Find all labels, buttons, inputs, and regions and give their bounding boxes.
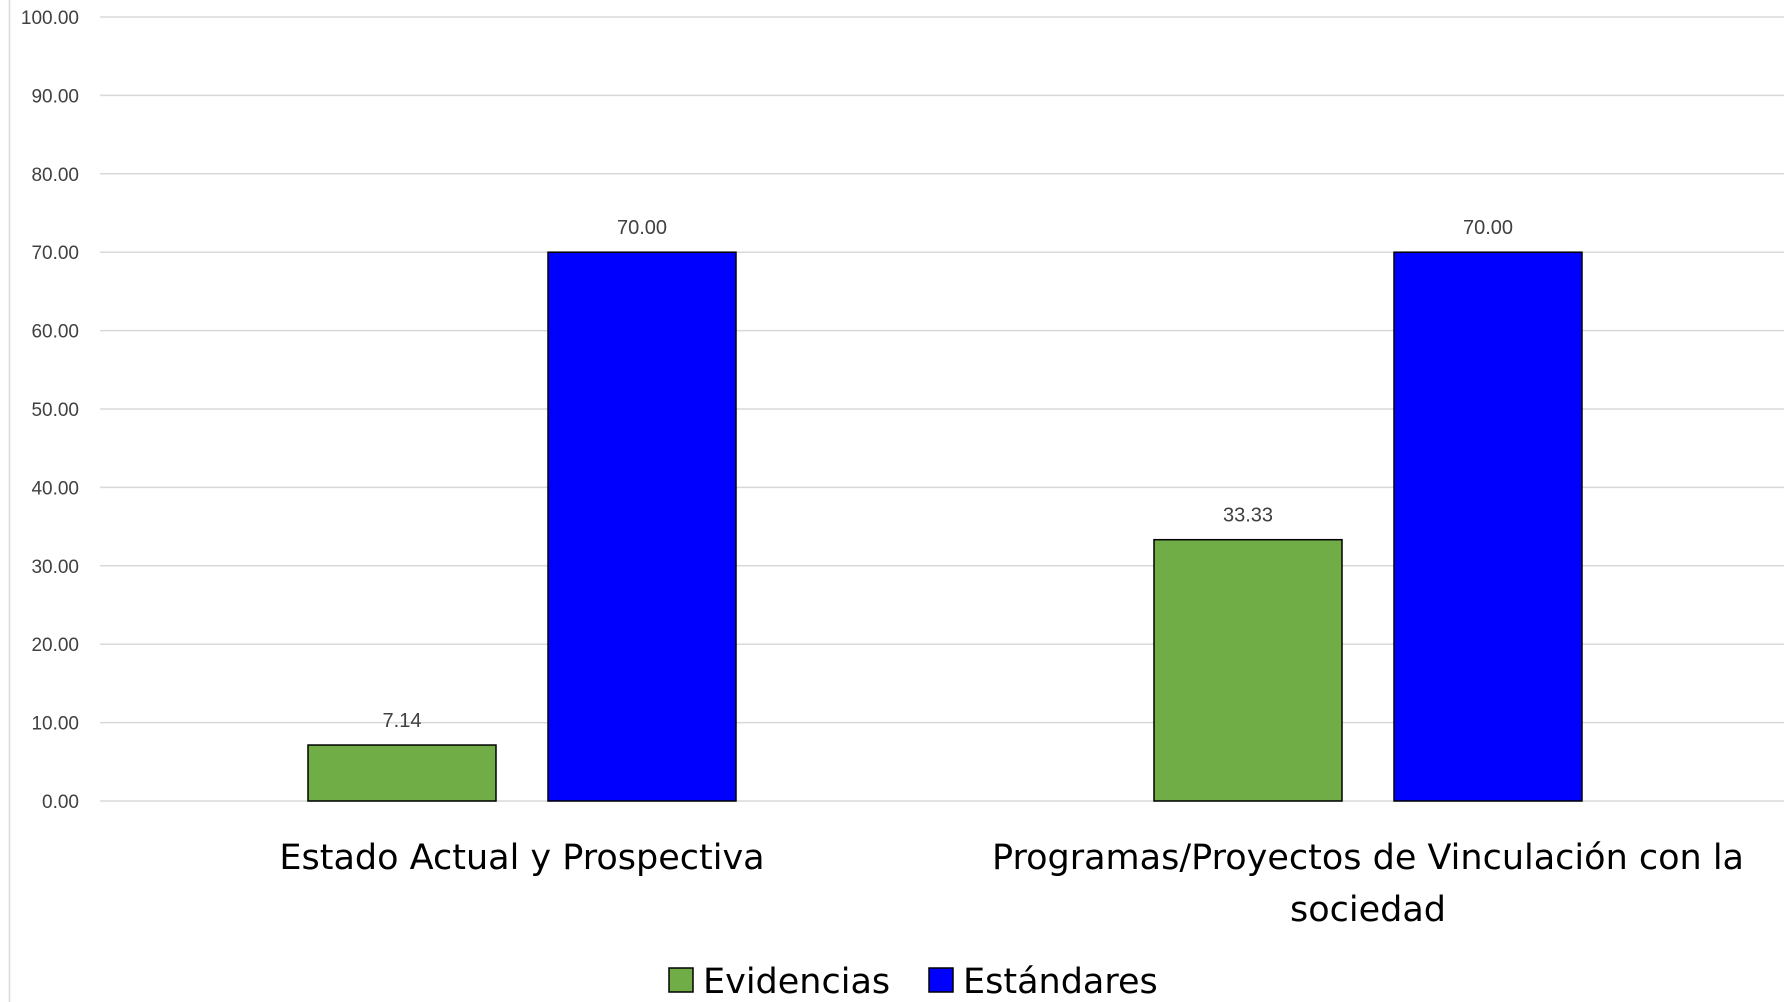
legend-swatch: [668, 967, 694, 993]
data-label: 70.00: [617, 217, 667, 239]
bar-evidencias: [1153, 538, 1343, 802]
data-label: 7.14: [383, 710, 422, 732]
legend-label: Estándares: [963, 962, 1158, 1002]
x-category-label: Estado Actual y Prospectiva: [279, 838, 764, 878]
bar-evidencias: [307, 744, 497, 802]
y-tick-label: 10.00: [31, 714, 79, 735]
y-tick-label: 50.00: [31, 400, 79, 421]
data-label: 70.00: [1463, 217, 1513, 239]
y-tick-label: 90.00: [31, 86, 79, 107]
legend-swatch: [928, 967, 954, 993]
y-tick-label: 0.00: [42, 792, 79, 813]
y-tick-label: 20.00: [31, 635, 79, 656]
y-tick-label: 80.00: [31, 165, 79, 186]
x-category-label: Programas/Proyectos de Vinculación con l…: [992, 838, 1744, 878]
y-tick-label: 60.00: [31, 322, 79, 343]
y-tick-label: 100.00: [21, 8, 79, 29]
x-category-label: sociedad: [1290, 890, 1446, 930]
data-label: 33.33: [1223, 505, 1273, 527]
y-tick-label: 30.00: [31, 557, 79, 578]
bar-estandares: [1393, 251, 1583, 802]
bar-estandares: [547, 251, 737, 802]
y-tick-label: 40.00: [31, 478, 79, 499]
y-tick-label: 70.00: [31, 243, 79, 264]
legend-label: Evidencias: [703, 962, 890, 1002]
